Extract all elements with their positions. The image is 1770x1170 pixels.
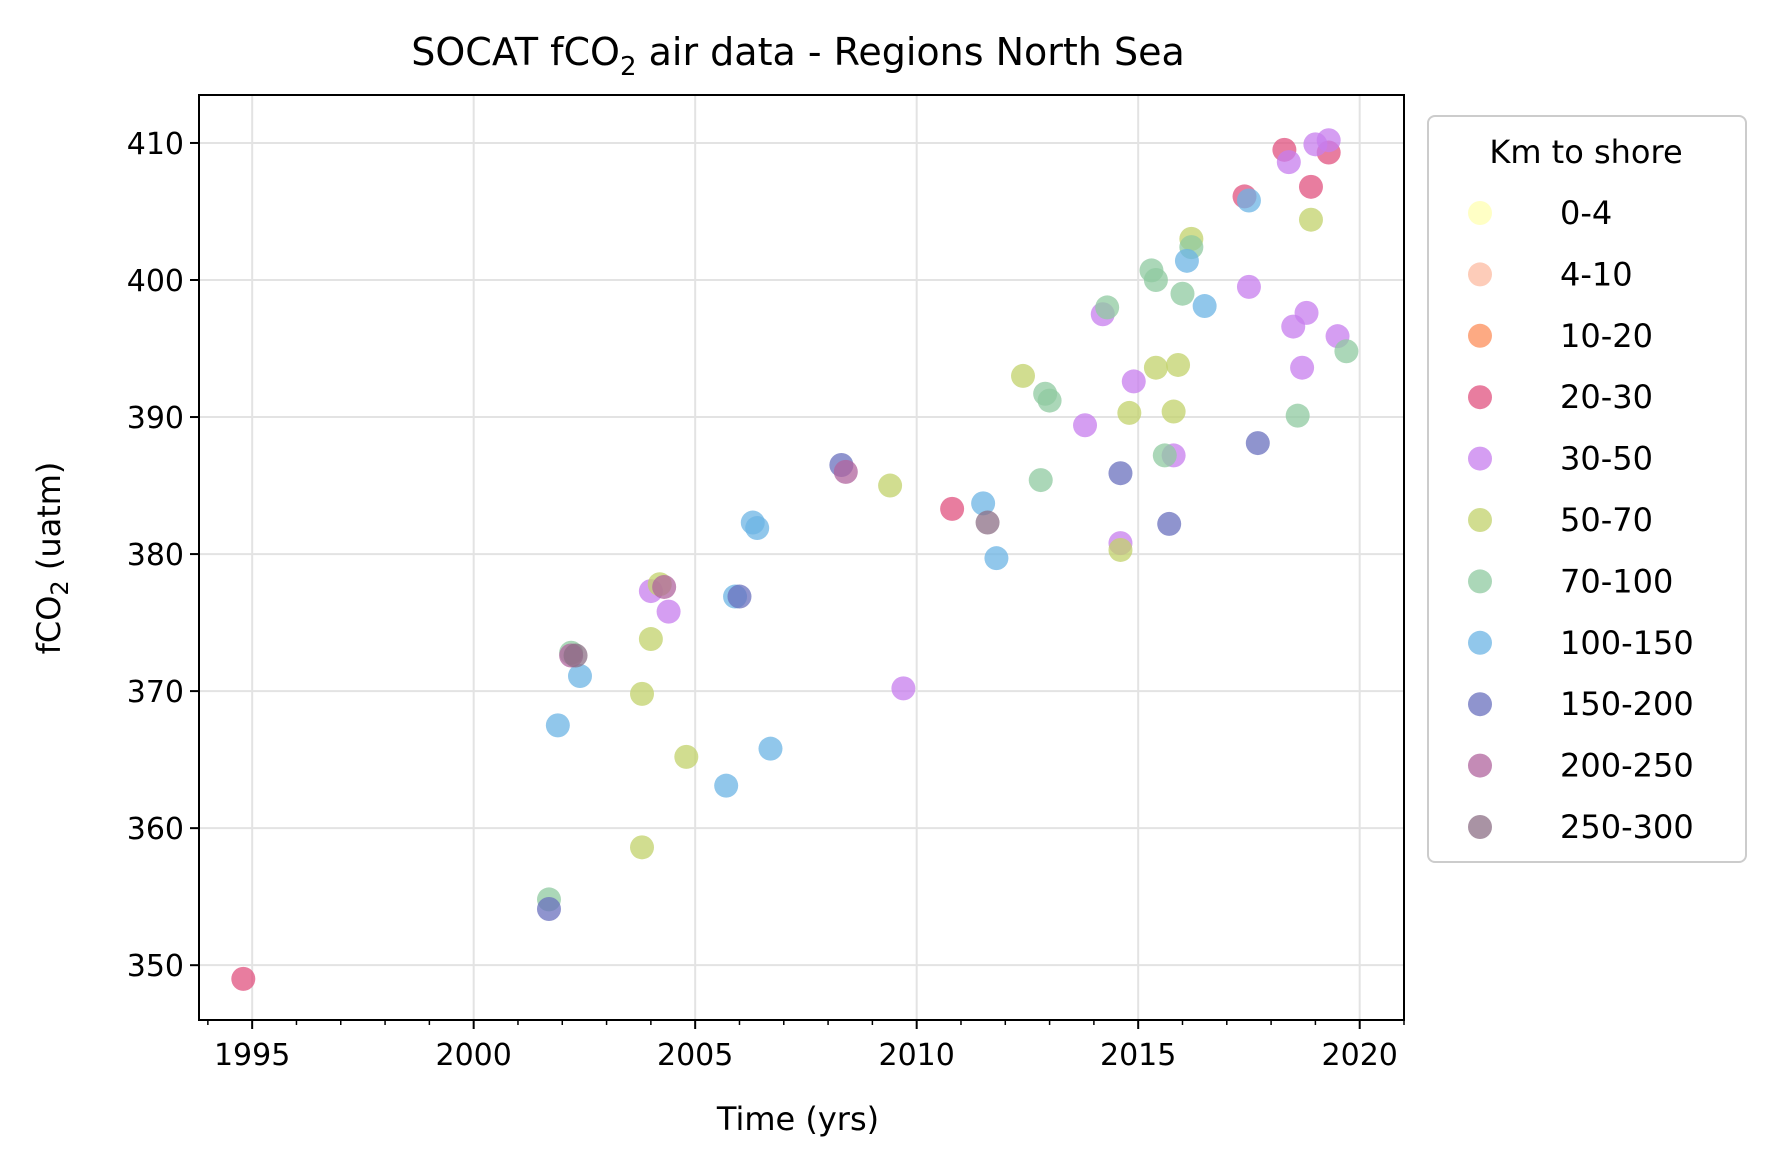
data-point (1276, 150, 1301, 175)
y-tick-label: 390 (127, 401, 184, 436)
data-point (231, 966, 256, 991)
data-point (638, 627, 663, 652)
data-point (758, 736, 783, 761)
data-point (1037, 388, 1062, 413)
legend-marker (1468, 262, 1492, 287)
data-point (1298, 174, 1323, 199)
data-point (545, 713, 570, 738)
data-point (1143, 355, 1168, 380)
legend-title: Km to shore (1489, 133, 1682, 171)
grid (199, 95, 1404, 1020)
data-point (1236, 274, 1261, 299)
y-axis: 350 360 370 380 390 400 410 (127, 127, 199, 984)
legend-marker (1468, 569, 1492, 594)
data-point (1294, 300, 1319, 325)
y-tick-label: 380 (127, 538, 184, 573)
legend-label: 10-20 (1560, 317, 1653, 355)
legend-label: 30-50 (1560, 440, 1653, 478)
data-point (1285, 403, 1310, 428)
data-points (231, 128, 1359, 991)
x-tick-label: 2005 (657, 1038, 733, 1073)
data-point (1108, 537, 1133, 562)
y-tick-label: 400 (127, 264, 184, 299)
data-point (1121, 369, 1146, 394)
legend-marker (1468, 692, 1492, 717)
legend-label: 20-30 (1560, 378, 1653, 416)
legend-marker (1468, 201, 1492, 225)
legend-marker (1468, 385, 1492, 410)
data-point (1095, 295, 1120, 320)
x-tick-label: 2000 (435, 1038, 511, 1073)
data-point (567, 664, 592, 689)
data-point (878, 473, 903, 498)
legend-items: 0-4 4-10 10-20 20-30 30-50 50-70 70-100 100-150… (1468, 194, 1694, 846)
y-tick-label: 360 (127, 812, 184, 847)
data-point (1245, 431, 1270, 456)
data-point (630, 835, 655, 860)
legend: Km to shore 0-4 4-10 10-20 20-30 30-50 50-70 7… (1427, 115, 1747, 863)
data-point (975, 510, 1000, 535)
y-tick-label: 350 (127, 949, 184, 984)
y-tick-label: 410 (127, 127, 184, 162)
x-tick-label: 2020 (1322, 1038, 1398, 1073)
legend-marker (1468, 446, 1492, 471)
legend-label: 100-150 (1560, 624, 1694, 662)
data-point (1298, 207, 1323, 232)
data-point (674, 744, 699, 769)
legend-marker (1468, 323, 1492, 348)
legend-label: 150-200 (1560, 685, 1694, 723)
data-point (984, 546, 1009, 571)
legend-label: 0-4 (1560, 194, 1612, 232)
x-tick-label: 1995 (214, 1038, 290, 1073)
data-point (1236, 188, 1261, 213)
x-tick-label: 2015 (1100, 1038, 1176, 1073)
data-point (1028, 468, 1053, 493)
plot-frame (198, 94, 1405, 1021)
legend-label: 200-250 (1560, 747, 1694, 785)
data-point (1334, 339, 1359, 364)
data-point (891, 676, 916, 701)
data-point (1166, 352, 1191, 377)
data-point (714, 773, 739, 798)
data-point (630, 681, 655, 706)
y-axis-label: fCO2 (uatm) (30, 462, 74, 655)
data-point (1152, 443, 1177, 468)
data-point (1143, 268, 1168, 292)
legend-marker (1468, 508, 1492, 532)
data-point (1316, 128, 1341, 153)
data-point (652, 574, 677, 599)
x-tick-label: 2010 (879, 1038, 955, 1073)
data-point (1011, 363, 1036, 388)
data-point (745, 516, 770, 541)
data-point (1157, 511, 1182, 536)
legend-label: 70-100 (1560, 562, 1673, 600)
chart-title: SOCAT fCO2 air data - Regions North Sea (411, 30, 1184, 82)
data-point (1290, 355, 1315, 380)
legend-marker (1468, 753, 1492, 778)
legend-label: 4-10 (1560, 255, 1633, 293)
data-point (940, 496, 965, 521)
legend-marker (1468, 630, 1492, 655)
data-point (1170, 281, 1195, 306)
x-axis: 1995 2000 2005 2010 2015 2020 (207, 1020, 1405, 1073)
legend-box (1427, 115, 1747, 863)
data-point (833, 459, 858, 484)
data-point (1174, 248, 1199, 273)
data-point (971, 491, 996, 516)
data-point (656, 599, 681, 624)
data-point (536, 897, 561, 921)
data-point (1117, 400, 1142, 425)
y-tick-label: 370 (127, 675, 184, 710)
data-point (1108, 461, 1133, 486)
legend-label: 250-300 (1560, 808, 1694, 846)
data-point (563, 643, 588, 668)
x-axis-label: Time (yrs) (716, 1100, 879, 1138)
data-point (727, 584, 752, 609)
legend-marker (1468, 815, 1492, 839)
data-point (1073, 413, 1098, 438)
legend-label: 50-70 (1560, 501, 1653, 539)
data-point (1161, 399, 1186, 424)
data-point (1192, 294, 1217, 319)
